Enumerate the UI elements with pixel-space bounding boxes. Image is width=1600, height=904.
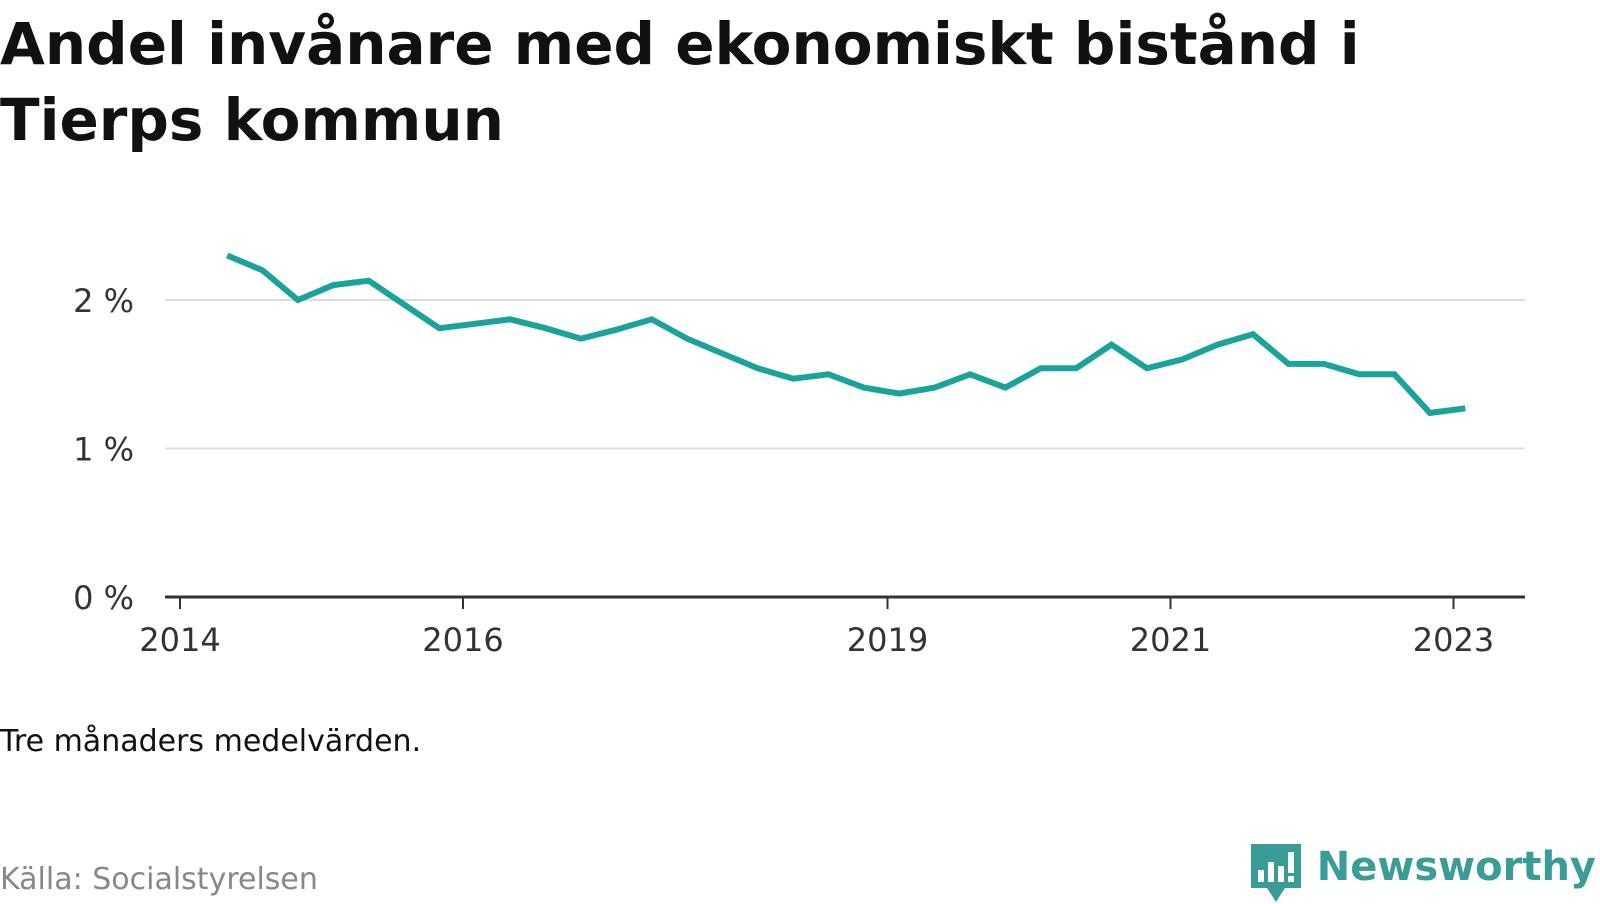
newsworthy-logo: Newsworthy xyxy=(1250,844,1596,904)
y-tick-label: 1 % xyxy=(73,431,134,469)
series-layer xyxy=(226,252,1466,417)
x-tick-label: 2021 xyxy=(1130,621,1211,659)
brand-name: Newsworthy xyxy=(1316,844,1596,890)
x-axis-labels: 2014 2016 2019 2021 2023 xyxy=(139,621,1494,659)
x-tick-label: 2023 xyxy=(1413,621,1494,659)
x-tick-label: 2016 xyxy=(422,621,503,659)
series-line xyxy=(226,252,1466,417)
chart-note: Tre månaders medelvärden. xyxy=(0,724,422,759)
x-tick-label: 2019 xyxy=(847,621,928,659)
y-tick-label: 2 % xyxy=(73,282,134,320)
x-axis xyxy=(165,595,1525,609)
gridlines xyxy=(165,299,1525,450)
x-tick-label: 2014 xyxy=(139,621,220,659)
newsworthy-logo-icon xyxy=(1250,844,1301,902)
y-axis-labels: 0 % 1 % 2 % xyxy=(73,282,134,617)
y-tick-label: 0 % xyxy=(73,579,134,617)
source-text: Källa: Socialstyrelsen xyxy=(0,862,318,897)
chart-title: Andel invånare med ekonomiskt bistånd i … xyxy=(0,10,1360,154)
